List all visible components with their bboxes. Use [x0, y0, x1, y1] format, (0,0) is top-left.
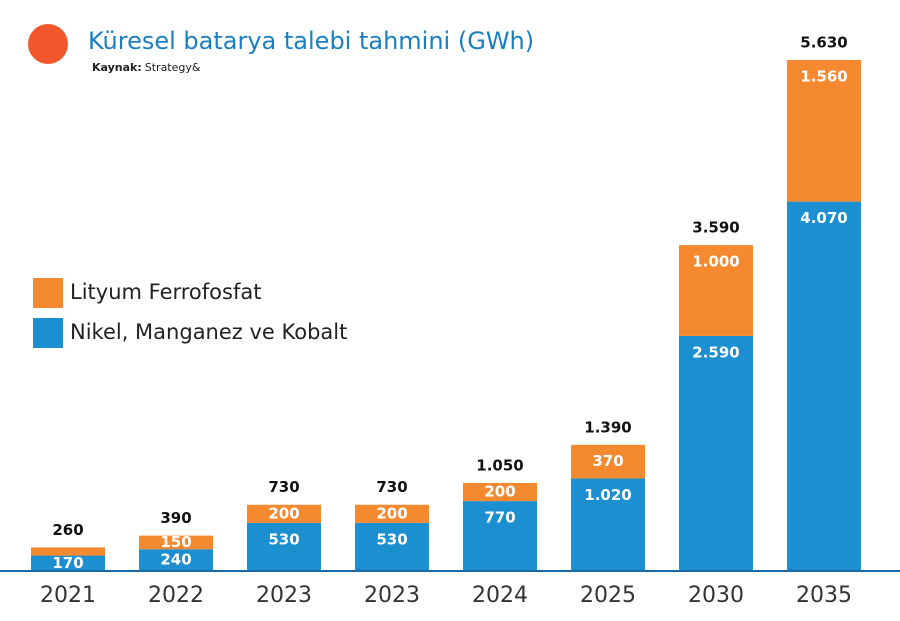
value-label: 200 [268, 504, 299, 522]
source: Strategy& [145, 61, 201, 74]
bar-segment [679, 245, 753, 336]
bar-segment [571, 444, 645, 479]
value-label: 200 [376, 504, 407, 522]
bar-segment [787, 60, 861, 202]
x-tick-label: 2025 [580, 583, 636, 608]
legend-swatch [33, 318, 63, 348]
value-label: 530 [376, 530, 407, 548]
bar-segment [355, 522, 429, 571]
total-label: 3.590 [692, 219, 739, 237]
value-label: 4.070 [800, 209, 847, 227]
bar-segment [247, 522, 321, 571]
bar-segment [787, 201, 861, 571]
bar-segment [463, 501, 537, 571]
value-label: 170 [52, 554, 83, 572]
total-label: 5.630 [800, 34, 847, 52]
x-tick-label: 2030 [688, 583, 744, 608]
value-label: 2.590 [692, 343, 739, 361]
x-tick-label: 2035 [796, 583, 852, 608]
value-label: 200 [484, 483, 515, 501]
chart-title: Küresel batarya talebi tahmini (GWh) [88, 27, 534, 55]
value-label: 1.000 [692, 253, 739, 271]
value-label: 770 [484, 509, 515, 527]
x-tick-label: 2022 [148, 583, 204, 608]
legend-label: Lityum Ferrofosfat [70, 280, 261, 304]
bar-segment [31, 555, 105, 571]
x-tick-label: 2023 [364, 583, 420, 608]
bar-segment [139, 535, 213, 550]
source-label: Kaynak: [92, 61, 142, 74]
x-tick-label: 2023 [256, 583, 312, 608]
legend-swatch [33, 278, 63, 308]
value-label: 150 [160, 533, 191, 551]
total-label: 1.390 [584, 418, 631, 436]
total-label: 1.050 [476, 456, 523, 474]
value-label: 530 [268, 530, 299, 548]
bar-segment [679, 335, 753, 571]
total-label: 260 [52, 521, 83, 539]
total-label: 730 [268, 478, 299, 496]
total-label: 390 [160, 509, 191, 527]
legend-label: Nikel, Manganez ve Kobalt [70, 320, 347, 344]
total-label: 730 [376, 478, 407, 496]
value-label: 370 [592, 452, 623, 470]
title-dot [28, 24, 68, 64]
x-tick-label: 2024 [472, 583, 528, 608]
value-label: 240 [160, 551, 191, 569]
bar-segment [463, 482, 537, 502]
bar-segment [31, 547, 105, 556]
source-line: Kaynak: Strategy& [92, 61, 201, 74]
x-tick-label: 2021 [40, 583, 96, 608]
bar-segment [139, 549, 213, 571]
value-label: 1.560 [800, 68, 847, 86]
bar-segment [571, 478, 645, 571]
value-label: 1.020 [584, 486, 631, 504]
bar-segment [247, 504, 321, 523]
bar-segment [355, 504, 429, 523]
